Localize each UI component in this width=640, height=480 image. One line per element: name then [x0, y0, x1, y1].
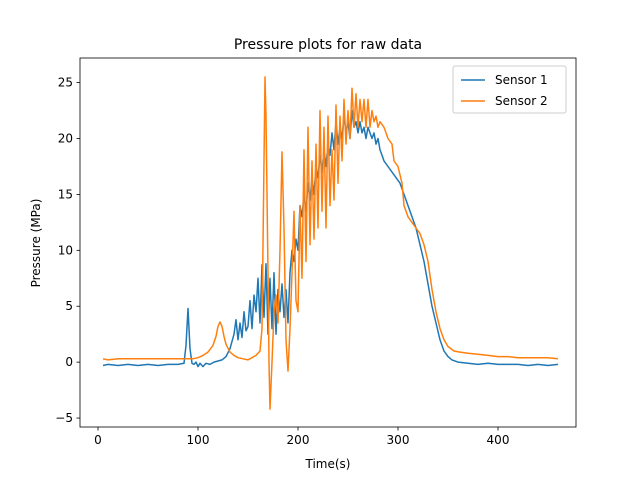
y-tick-label: 20: [58, 132, 73, 146]
legend-label-sensor-1: Sensor 1: [495, 73, 548, 87]
y-tick-label: 15: [58, 187, 73, 201]
x-tick-label: 300: [387, 433, 410, 447]
y-tick-label: −5: [55, 411, 73, 425]
y-tick-label: 25: [58, 76, 73, 90]
axes-frame: [79, 57, 577, 428]
x-axis: 0 100 200 300 400: [94, 427, 509, 447]
x-tick-label: 400: [487, 433, 510, 447]
chart-title: Pressure plots for raw data: [234, 37, 422, 53]
plot-area: [79, 57, 577, 428]
series-line-sensor-2: [102, 76, 559, 410]
y-tick-label: 5: [65, 299, 73, 313]
x-tick-label: 0: [94, 433, 102, 447]
x-tick-label: 100: [187, 433, 210, 447]
y-tick-label: 0: [65, 355, 73, 369]
x-axis-label: Time(s): [305, 457, 351, 471]
y-axis: −5 0 5 10 15 20 25: [55, 76, 80, 425]
legend-label-sensor-2: Sensor 2: [495, 94, 548, 108]
y-axis-label: Pressure (MPa): [29, 199, 43, 288]
x-tick-label: 200: [287, 433, 310, 447]
y-tick-label: 10: [58, 243, 73, 257]
legend: Sensor 1 Sensor 2: [452, 65, 567, 114]
